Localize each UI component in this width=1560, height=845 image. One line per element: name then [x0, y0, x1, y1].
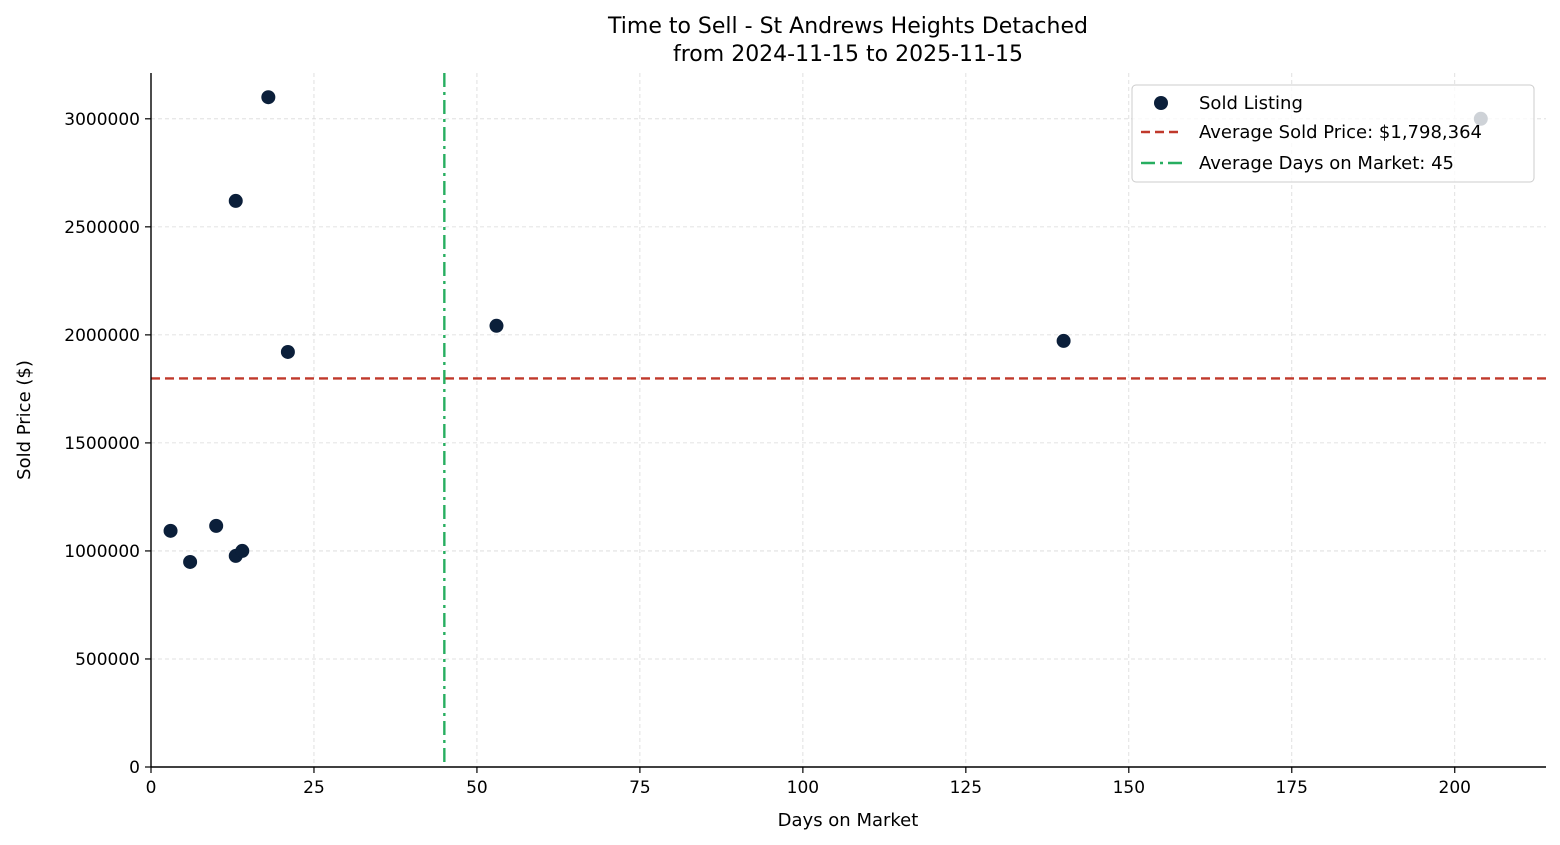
legend-marker-sold [1154, 96, 1168, 110]
data-point [1056, 333, 1071, 348]
y-tick-label: 1500000 [64, 434, 140, 454]
x-tick-label: 125 [950, 778, 982, 798]
legend: Sold Listing Average Sold Price: $1,798,3… [1131, 84, 1535, 183]
legend-label-price: Average Sold Price: $1,798,364 [1199, 122, 1482, 143]
y-tick-label: 3000000 [64, 110, 140, 130]
legend-label-sold: Sold Listing [1199, 93, 1303, 114]
data-point [228, 193, 243, 208]
data-point [209, 518, 224, 533]
axes: 0 25 50 75 100 125 150 175 200 0 500000 1000000 1500… [64, 73, 1546, 798]
data-point [489, 318, 504, 333]
x-tick-label: 100 [787, 778, 819, 798]
data-point [183, 554, 198, 569]
x-tick-label: 25 [303, 778, 325, 798]
data-point [163, 523, 178, 538]
x-tick-label: 150 [1113, 778, 1145, 798]
data-point [280, 344, 295, 359]
y-tick-label: 1000000 [64, 542, 140, 562]
data-point [261, 90, 276, 105]
chart-title: Time to Sell - St Andrews Heights Detach… [607, 14, 1088, 39]
legend-box [1131, 84, 1535, 183]
x-tick-label: 175 [1276, 778, 1308, 798]
y-tick-label: 500000 [75, 650, 140, 670]
y-tick-label: 0 [129, 758, 140, 778]
y-tick-label: 2000000 [64, 326, 140, 346]
x-axis-label: Days on Market [778, 810, 919, 831]
reference-lines [151, 73, 1546, 767]
x-tick-label: 50 [466, 778, 488, 798]
y-tick-label: 2500000 [64, 218, 140, 238]
x-tick-label: 0 [146, 778, 157, 798]
x-tick-label: 75 [629, 778, 651, 798]
chart-subtitle: from 2024-11-15 to 2025-11-15 [673, 42, 1023, 67]
legend-label-days: Average Days on Market: 45 [1199, 153, 1454, 174]
data-point [235, 543, 250, 558]
x-tick-label: 200 [1439, 778, 1471, 798]
y-axis-label: Sold Price ($) [14, 360, 35, 480]
